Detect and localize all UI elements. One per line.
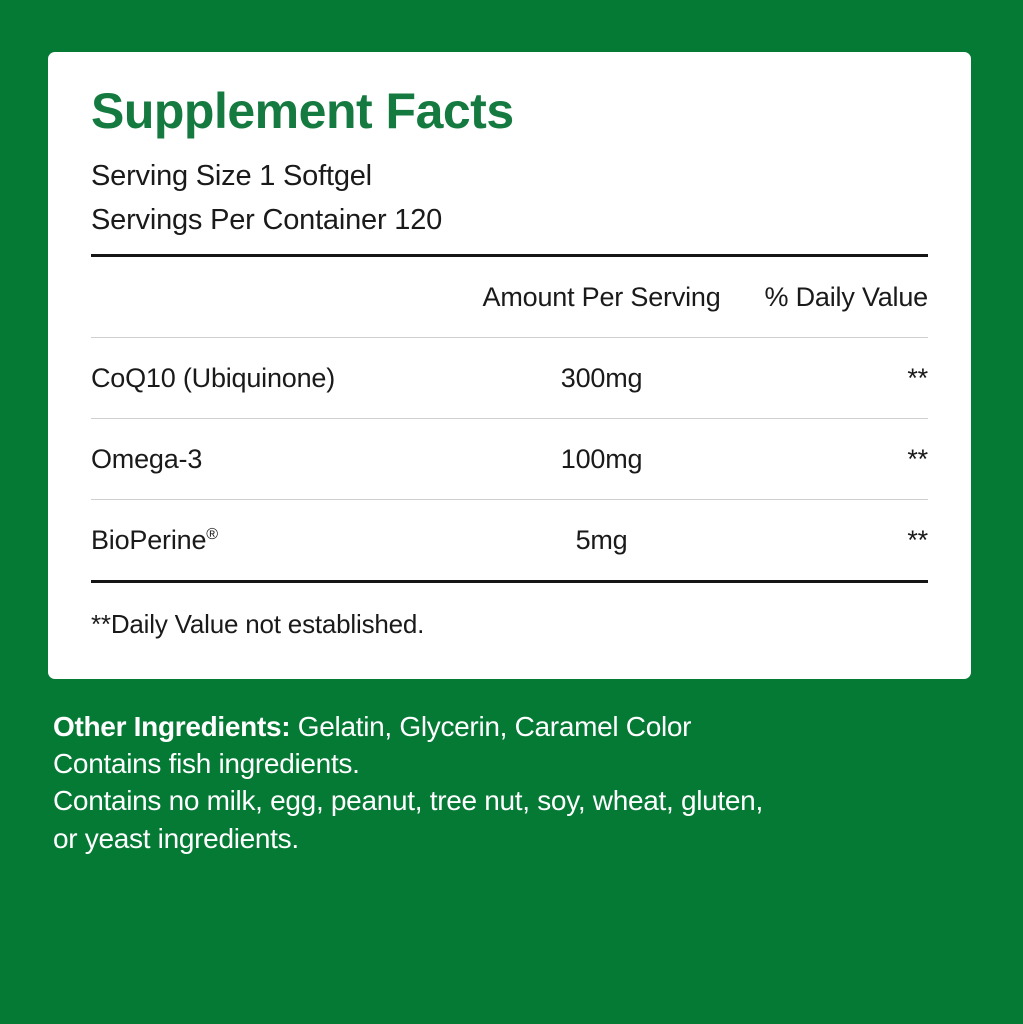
nutrient-amount: 300mg <box>459 337 744 420</box>
nutrient-amount: 5mg <box>459 499 744 584</box>
table-header-row: Amount Per Serving % Daily Value <box>91 254 928 339</box>
other-ingredients-line: Other Ingredients: Gelatin, Glycerin, Ca… <box>53 708 953 745</box>
other-ingredients-list: Gelatin, Glycerin, Caramel Color <box>297 711 692 742</box>
column-header-daily-value: % Daily Value <box>743 254 928 339</box>
nutrient-name: BioPerine® <box>91 499 460 584</box>
table-row: CoQ10 (Ubiquinone) 300mg ** <box>91 337 928 420</box>
table-header: Amount Per Serving % Daily Value <box>91 254 928 339</box>
nutrient-daily-value: ** <box>743 337 928 420</box>
nutrient-name-text: BioPerine <box>91 524 207 555</box>
table-row: Omega-3 100mg ** <box>91 418 928 501</box>
allergen-free-line-1: Contains no milk, egg, peanut, tree nut,… <box>53 785 763 817</box>
contains-fish-line: Contains fish ingredients. <box>53 748 360 780</box>
registered-trademark-icon: ® <box>206 525 218 543</box>
nutrient-daily-value: ** <box>743 499 928 584</box>
nutrient-amount: 100mg <box>459 418 744 501</box>
allergen-free-line-2: or yeast ingredients. <box>53 822 299 854</box>
nutrient-name: CoQ10 (Ubiquinone) <box>91 337 460 420</box>
page-title: Supplement Facts <box>91 83 514 139</box>
table-row: BioPerine® 5mg ** <box>91 499 928 584</box>
other-ingredients-label: Other Ingredients: <box>53 711 291 742</box>
column-header-nutrient <box>91 254 460 339</box>
other-ingredients-section: Other Ingredients: Gelatin, Glycerin, Ca… <box>53 708 953 857</box>
serving-info: Serving Size 1 Softgel Servings Per Cont… <box>91 154 928 242</box>
table-body: CoQ10 (Ubiquinone) 300mg ** Omega-3 100m… <box>91 337 928 584</box>
supplement-facts-card: Supplement Facts Serving Size 1 Softgel … <box>48 52 971 679</box>
serving-size-text: Serving Size 1 Softgel <box>91 160 372 192</box>
daily-value-footnote: **Daily Value not established. <box>91 609 425 640</box>
nutrient-daily-value: ** <box>743 418 928 501</box>
nutrient-name: Omega-3 <box>91 418 460 501</box>
servings-per-container-text: Servings Per Container 120 <box>91 204 443 237</box>
column-header-amount-per-serving: Amount Per Serving <box>459 254 744 339</box>
nutrition-table: Amount Per Serving % Daily Value CoQ10 (… <box>91 254 928 584</box>
